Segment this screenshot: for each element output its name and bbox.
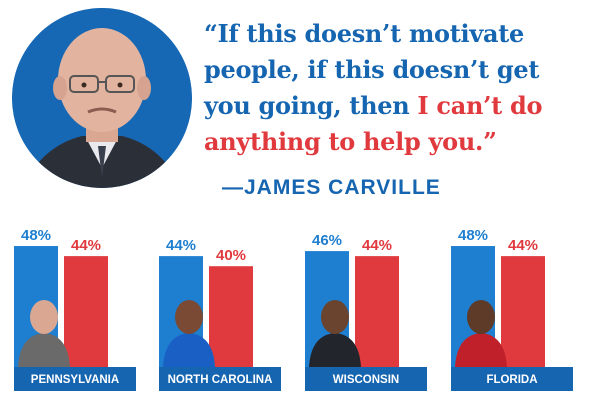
data-label-florida-blue: 48% [458, 227, 488, 244]
poll-bar-chart: 48% 44% PENNSYLVANIA 44% 40% NORTH CAROLINA 46… [14, 227, 573, 391]
data-label-pennsylvania-red: 44% [71, 237, 101, 254]
bar-florida-red [501, 256, 545, 367]
candidate-shoulders [163, 333, 215, 367]
bar-wisconsin-red [355, 256, 399, 367]
quote-author: —JAMES CARVILLE [222, 176, 441, 199]
state-label-florida: FLORIDA [486, 374, 537, 386]
candidate-head [467, 300, 495, 334]
candidate-head [175, 300, 203, 334]
candidate-head [30, 300, 58, 334]
bar-pennsylvania-red [64, 256, 108, 367]
carville-portrait [12, 8, 192, 188]
state-label-band [159, 367, 281, 391]
data-label-pennsylvania-blue: 48% [21, 227, 51, 244]
quote-text: “If this doesn’t motivate people, if thi… [204, 16, 600, 160]
data-label-florida-red: 44% [508, 237, 538, 254]
state-label-wisconsin: WISCONSIN [333, 374, 399, 386]
quote-line-3-red: I can’t do [417, 91, 543, 120]
candidate-shoulders [18, 333, 70, 367]
state-label-band [305, 367, 427, 391]
quote-line-3: you going, then I can’t do [204, 88, 600, 124]
state-label-band [451, 367, 573, 391]
data-label-north-carolina-blue: 44% [166, 237, 196, 254]
data-label-wisconsin-blue: 46% [312, 232, 342, 249]
data-label-wisconsin-red: 44% [362, 237, 392, 254]
candidate-head [321, 300, 349, 334]
quote-line-3-blue: you going, then [204, 91, 418, 120]
state-label-north-carolina: NORTH CAROLINA [168, 374, 273, 386]
candidate-shoulders [309, 333, 361, 367]
bar-north-carolina-red [209, 266, 253, 367]
data-label-north-carolina-red: 40% [216, 247, 246, 264]
quote-line-2: people, if this doesn’t get [204, 55, 540, 84]
state-label-band [14, 367, 136, 391]
quote-line-1: “If this doesn’t motivate [204, 19, 525, 48]
state-label-pennsylvania: PENNSYLVANIA [31, 374, 119, 386]
quote-line-4: anything to help you.” [204, 127, 497, 156]
candidate-shoulders [455, 333, 507, 367]
portrait-illustration [12, 8, 192, 188]
